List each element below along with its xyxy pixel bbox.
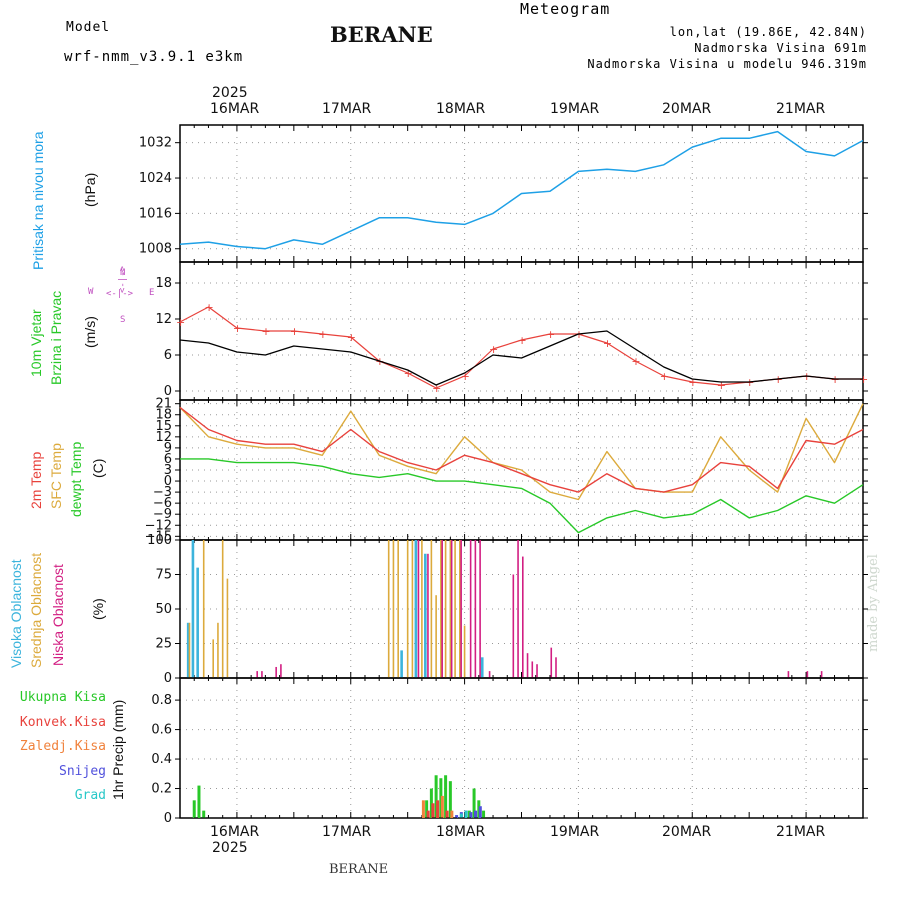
gust-marker: + [461,370,470,383]
temp-ytick-label: 3 [164,463,172,478]
top-year: 2025 [212,85,248,101]
gust-marker: + [717,379,726,392]
pressure-ytick-label: 1016 [139,206,172,221]
cloud-panel: 0 25 50 75 100 [147,533,868,686]
gust-marker: + [347,331,356,344]
gust-marker: + [631,355,640,368]
temp-ytick-label: 21 [155,397,172,412]
station-title: BERANE [330,22,433,47]
temp-ytick-label: −12 [145,518,172,533]
wind-ytick-label: 0 [164,384,172,399]
temp-ytick-label: 12 [155,430,172,445]
compass-s: S [120,315,126,325]
gust-marker: + [176,316,185,329]
bottom-date-20: 20MAR [662,824,712,840]
wind-speed-line [179,330,863,386]
wind-compass: W E <-|-> <-|-> N S [82,262,162,328]
top-date-19: 19MAR [550,101,600,117]
bottom-date-16: 16MAR [210,824,260,840]
cloud-ytick-label: 50 [155,602,172,617]
top-date-20: 20MAR [662,101,712,117]
gust-marker: + [290,325,299,338]
model-name: wrf-nmm_v3.9.1 e3km [64,49,244,65]
model-elevation-label: Nadmorska Visina u modelu 946.319m [587,57,867,71]
meteogram-label: Meteogram [520,0,611,18]
cloud-ytick-label: 100 [147,533,172,548]
gust-marker: + [432,382,441,395]
gust-marker: + [489,343,498,356]
gust-marker: + [518,334,527,347]
top-date-21: 21MAR [776,101,826,117]
precip-ytick-label: 0.6 [151,723,172,738]
gust-marker: + [404,367,413,380]
compass-n: N [120,268,126,278]
footer-station: BERANE [329,862,389,877]
legend-frz: Zaledj.Kisa [19,739,106,754]
temp-ytick-label: −6 [153,496,172,511]
precip-ytick-label: 0.2 [151,782,172,797]
gust-marker: + [688,376,697,389]
gust-marker: + [546,328,555,341]
wind-ytick-label: 6 [164,348,172,363]
bottom-date-17: 17MAR [322,824,372,840]
pressure-ytick-label: 1032 [139,136,172,151]
precip-panel: 0 0.2 0.4 0.6 0.8 [151,677,868,826]
temp-ytick-label: 18 [155,408,172,423]
gust-marker: + [603,337,612,350]
gust-marker: + [318,328,327,341]
precip-frame [179,677,864,819]
temp-ytick-label: −3 [153,485,172,500]
compass-w: W [88,287,94,297]
sfc-temp-line [179,403,864,501]
bottom-date-21: 21MAR [776,824,826,840]
cloud-ytick-label: 75 [155,568,172,583]
cloud-ytick-label: 25 [155,637,172,652]
gust-marker: + [859,373,868,386]
t2m-line [179,406,864,493]
pressure-ytick-label: 1008 [139,242,172,257]
pressure-ytick-label: 1024 [139,171,172,186]
elevation-label: Nadmorska Visina 691m [694,41,867,55]
precip-legend: Ukupna Kisa Konvek.Kisa Zaledj.Kisa Snij… [0,686,106,809]
top-date-17: 17MAR [322,101,372,117]
dewpoint-line [180,458,864,534]
legend-hail: Grad [74,788,106,803]
cloud-ytick-label: 0 [164,671,172,686]
gust-marker: + [660,370,669,383]
coords-label: lon,lat (19.86E, 42.84N) [669,25,867,39]
top-date-16: 16MAR [210,101,260,117]
precip-ytick-label: 0.8 [151,693,172,708]
precip-ytick-label: 0.4 [151,752,172,767]
gust-marker: + [261,325,270,338]
pressure-line [179,130,864,250]
temp-ytick-label: 0 [164,474,172,489]
temp-ytick-label: 6 [164,452,172,467]
temp-ytick-label: −15 [145,529,172,544]
temp-ytick-label: 15 [155,419,172,434]
temp-ytick-label: −9 [153,507,172,522]
wind-ytick-label: 18 [155,276,172,291]
legend-total: Ukupna Kisa [19,690,106,705]
compass-arrow-h: <-|-> [106,289,134,299]
legend-conv: Konvek.Kisa [19,714,106,730]
model-label: Model [66,20,111,35]
top-date-18: 18MAR [436,101,486,117]
gust-marker: + [233,322,242,335]
legend-snow: Snijeg [59,763,106,779]
precip-ytick-label: 0 [164,811,172,826]
pressure-panel: 1008 1016 1024 1032 [139,124,868,263]
compass-e: E [149,288,155,298]
gust-marker: + [204,301,213,314]
bottom-date-18: 18MAR [436,824,486,840]
wind-ytick-label: 12 [155,312,172,327]
bottom-year: 2025 [212,840,248,856]
temp-ytick-label: 9 [164,441,172,456]
bottom-date-19: 19MAR [550,824,600,840]
